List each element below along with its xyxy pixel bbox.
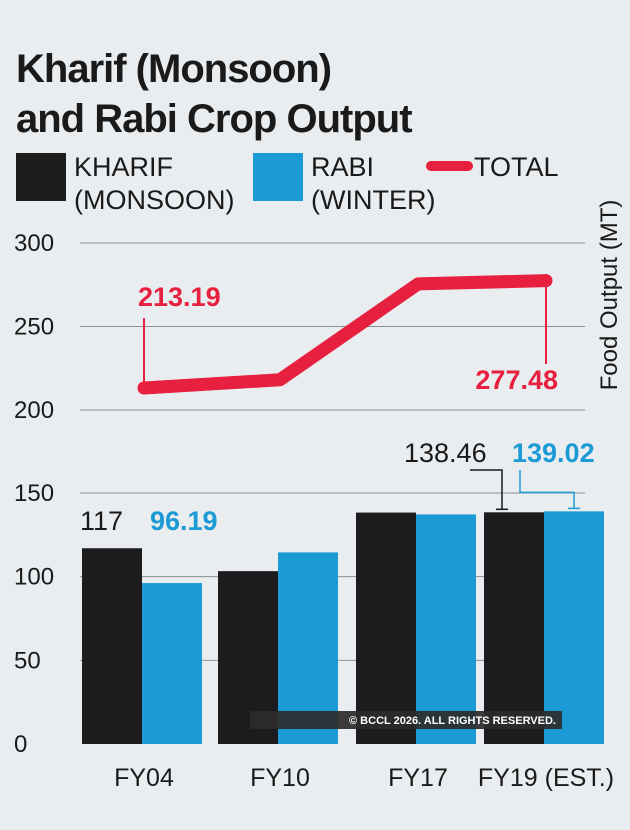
copyright-strip — [250, 711, 562, 729]
total-point-2 — [417, 282, 419, 285]
chart-title-line2: and Rabi Crop Output — [16, 97, 412, 141]
data-label-kharif-fy19: 138.46 — [404, 438, 487, 468]
bar-rabi-3 — [544, 511, 604, 744]
leader-rabi-fy19 — [519, 470, 575, 509]
bar-tick-labels: 0 50 100 150 — [14, 480, 54, 758]
tick-label-bar-150: 150 — [14, 480, 54, 507]
total-point-1 — [279, 378, 281, 381]
data-label-total-fy19: 277.48 — [475, 365, 558, 395]
total-series-line — [137, 274, 553, 395]
tick-label-bar-50: 50 — [14, 647, 41, 674]
category-label-1: FY10 — [250, 764, 310, 792]
total-points — [143, 279, 547, 389]
category-label-0: FY04 — [114, 764, 174, 792]
bar-rabi-2 — [416, 514, 476, 744]
total-point-3 — [545, 279, 547, 282]
chart-title-line1: Kharif (Monsoon) — [16, 47, 331, 91]
bar-kharif-2 — [356, 512, 416, 744]
tick-label-line-250: 250 — [14, 314, 54, 341]
line-tick-labels: 200 250 300 — [14, 230, 54, 424]
tick-label-bar-100: 100 — [14, 564, 54, 591]
category-labels: FY04 FY10 FY17 FY19 (EST.) — [114, 764, 614, 792]
legend-rabi-label-2: (WINTER) — [311, 185, 435, 215]
data-label-rabi-fy04: 96.19 — [150, 506, 218, 536]
legend-rabi-label-1: RABI — [311, 152, 374, 182]
leader-kharif-fy19 — [470, 469, 503, 510]
bar-kharif-0 — [82, 548, 142, 744]
tick-label-line-200: 200 — [14, 397, 54, 424]
copyright-text: © BCCL 2026. ALL RIGHTS RESERVED. — [349, 715, 556, 727]
line-leaders — [143, 280, 547, 388]
legend-kharif-label-1: KHARIF — [74, 152, 173, 182]
legend-kharif-label-2: (MONSOON) — [74, 185, 234, 215]
legend-total-label: TOTAL — [474, 152, 559, 182]
bar-leaders — [470, 469, 580, 511]
category-label-3: FY19 (EST.) — [478, 764, 614, 792]
y-axis-label: Food Output (MT) — [596, 200, 623, 391]
legend-rabi-swatch — [253, 153, 303, 201]
tick-label-line-300: 300 — [14, 230, 54, 257]
data-label-kharif-fy04: 117 — [80, 506, 123, 536]
line-gridlines — [80, 242, 585, 411]
bar-kharif-3 — [484, 512, 544, 744]
data-label-total-fy04: 213.19 — [138, 282, 221, 312]
total-point-0 — [143, 386, 145, 389]
data-label-rabi-fy19: 139.02 — [512, 438, 595, 468]
tick-label-bar-0: 0 — [14, 731, 27, 758]
legend-kharif-swatch — [16, 153, 66, 201]
bars — [82, 511, 604, 744]
bar-rabi-0 — [142, 583, 202, 744]
category-label-2: FY17 — [388, 764, 448, 792]
